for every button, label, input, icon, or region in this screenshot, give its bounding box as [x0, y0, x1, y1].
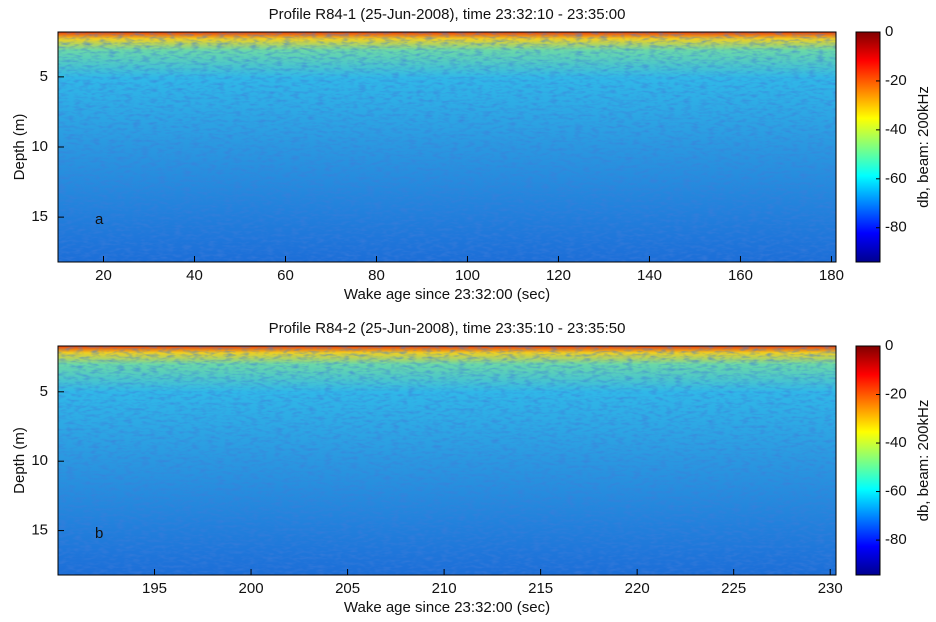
chart-title: Profile R84-1 (25-Jun-2008), time 23:32:… — [269, 6, 626, 23]
x-axis-label: Wake age since 23:32:00 (sec) — [344, 286, 550, 303]
x-tick-label: 220 — [625, 580, 650, 597]
colorbar-tick-label: -20 — [885, 72, 907, 89]
heatmap-texture — [58, 32, 836, 262]
colorbar-tick-label: -80 — [885, 219, 907, 236]
x-tick-label: 80 — [368, 267, 385, 284]
x-tick-label: 225 — [721, 580, 746, 597]
chart-title: Profile R84-2 (25-Jun-2008), time 23:35:… — [269, 320, 626, 337]
x-tick-label: 20 — [95, 267, 112, 284]
x-tick-label: 100 — [455, 267, 480, 284]
heatmap-texture — [58, 346, 836, 575]
y-tick-label: 10 — [31, 138, 48, 155]
x-tick-label: 160 — [728, 267, 753, 284]
colorbar-tick-label: -80 — [885, 531, 907, 548]
y-tick-label: 5 — [40, 383, 48, 400]
colorbar-tick-label: -20 — [885, 385, 907, 402]
x-tick-label: 60 — [277, 267, 294, 284]
x-tick-label: 120 — [546, 267, 571, 284]
colorbar-tick-label: -40 — [885, 121, 907, 138]
plot-frame — [57, 345, 837, 576]
x-tick-label: 230 — [818, 580, 843, 597]
x-tick-label: 210 — [432, 580, 457, 597]
x-tick-label: 180 — [819, 267, 844, 284]
colorbar — [855, 31, 881, 263]
y-tick-label: 15 — [31, 208, 48, 225]
y-axis-label: Depth (m) — [11, 427, 28, 494]
colorbar-tick-label: -60 — [885, 170, 907, 187]
x-axis-label: Wake age since 23:32:00 (sec) — [344, 599, 550, 616]
panel-label: b — [95, 525, 103, 542]
panel-label: a — [95, 211, 104, 228]
y-tick-label: 10 — [31, 452, 48, 469]
y-axis-label: Depth (m) — [11, 114, 28, 181]
colorbar-tick-label: -60 — [885, 483, 907, 500]
x-tick-label: 200 — [239, 580, 264, 597]
x-tick-label: 40 — [186, 267, 203, 284]
colorbar-tick-label: 0 — [885, 23, 893, 40]
colorbar-label: db, beam: 200kHz — [915, 400, 932, 522]
colorbar-tick-label: -40 — [885, 434, 907, 451]
colorbar-label: db, beam: 200kHz — [915, 86, 932, 208]
x-tick-label: 215 — [528, 580, 553, 597]
x-tick-label: 205 — [335, 580, 360, 597]
x-tick-label: 195 — [142, 580, 167, 597]
y-tick-label: 15 — [31, 522, 48, 539]
y-tick-label: 5 — [40, 68, 48, 85]
colorbar-tick-label: 0 — [885, 337, 893, 354]
colorbar — [855, 345, 881, 576]
x-tick-label: 140 — [637, 267, 662, 284]
